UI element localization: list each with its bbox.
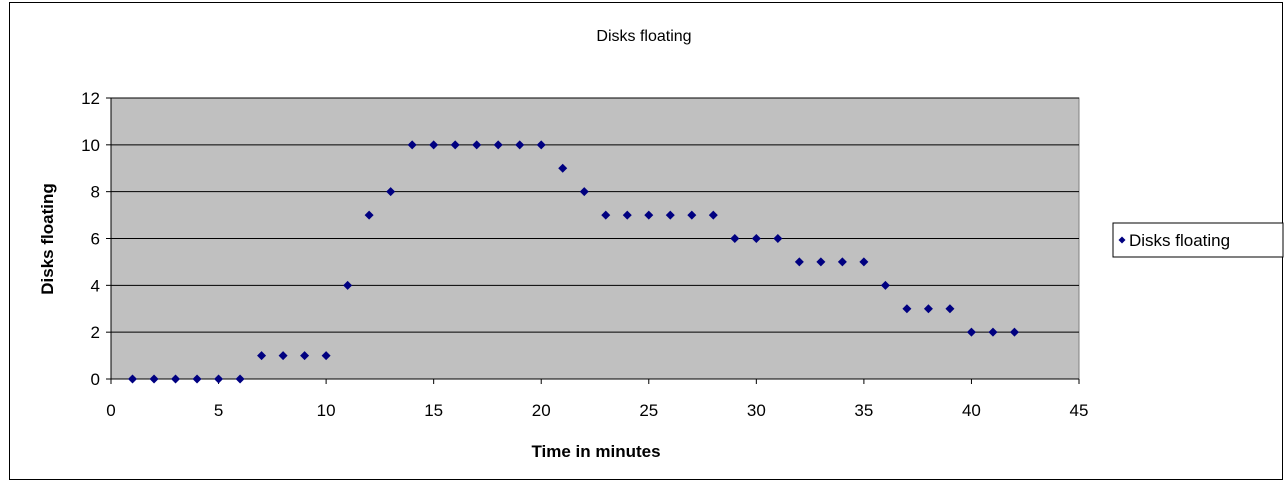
data-point — [644, 210, 654, 220]
data-point — [321, 351, 331, 361]
data-point — [429, 140, 439, 150]
y-tick-label: 10 — [81, 136, 100, 155]
data-point — [966, 327, 976, 337]
data-point — [902, 304, 912, 314]
legend-label-disks-floating: Disks floating — [1129, 231, 1230, 250]
data-point — [880, 280, 890, 290]
y-tick-label: 2 — [91, 323, 100, 342]
x-tick-label: 35 — [854, 401, 873, 420]
data-point — [450, 140, 460, 150]
data-point — [816, 257, 826, 267]
data-point — [1009, 327, 1019, 337]
x-tick-label: 5 — [214, 401, 223, 420]
legend-box — [1112, 222, 1284, 258]
y-tick-label: 4 — [91, 276, 100, 295]
legend-marker-diamond-icon — [1118, 236, 1126, 244]
y-tick-label: 0 — [91, 370, 100, 389]
x-tick-label: 25 — [639, 401, 658, 420]
data-point — [558, 163, 568, 173]
x-axis-title: Time in minutes — [531, 442, 660, 461]
data-points — [128, 140, 1019, 384]
data-point — [214, 374, 224, 384]
data-point — [343, 280, 353, 290]
chart-title: Disks floating — [596, 28, 691, 45]
data-point — [730, 234, 740, 243]
data-point — [945, 304, 955, 314]
y-tick-label: 8 — [91, 183, 100, 202]
data-point — [988, 327, 998, 337]
data-point — [386, 187, 396, 197]
data-point — [536, 140, 546, 150]
data-point — [601, 210, 611, 220]
data-point — [407, 140, 417, 150]
data-point — [665, 210, 675, 220]
data-point — [751, 234, 761, 243]
gridlines — [111, 97, 1079, 333]
data-point — [235, 374, 245, 384]
data-point — [300, 351, 310, 361]
data-point — [773, 234, 783, 243]
data-point — [364, 210, 374, 220]
y-axis-title: Disks floating — [38, 183, 57, 294]
data-point — [278, 351, 288, 361]
data-point — [687, 210, 697, 220]
data-point — [149, 374, 159, 384]
data-point — [837, 257, 847, 267]
x-tick-label: 10 — [317, 401, 336, 420]
x-tick-label: 40 — [962, 401, 981, 420]
data-point — [794, 257, 804, 267]
data-point — [923, 304, 933, 314]
x-tick-label: 15 — [424, 401, 443, 420]
data-point — [171, 374, 181, 384]
y-tick-labels: 0 2 4 6 8 10 12 — [81, 89, 100, 389]
data-point — [472, 140, 482, 150]
data-point — [257, 351, 267, 361]
data-point — [128, 374, 138, 384]
data-point — [579, 187, 589, 197]
data-point — [859, 257, 869, 267]
data-point — [622, 210, 632, 220]
x-tick-label: 30 — [747, 401, 766, 420]
x-tick-label: 20 — [532, 401, 551, 420]
x-tick-labels: 0 5 10 15 20 25 30 35 40 45 — [106, 401, 1088, 420]
legend: Disks floating — [1112, 222, 1284, 258]
x-tick-label: 45 — [1070, 401, 1089, 420]
y-tick-label: 6 — [91, 230, 100, 249]
y-tick-label: 12 — [81, 89, 100, 108]
data-point — [192, 374, 202, 384]
x-tick-label: 0 — [106, 401, 115, 420]
data-point — [708, 210, 718, 220]
data-point — [515, 140, 525, 150]
data-point — [493, 140, 503, 150]
